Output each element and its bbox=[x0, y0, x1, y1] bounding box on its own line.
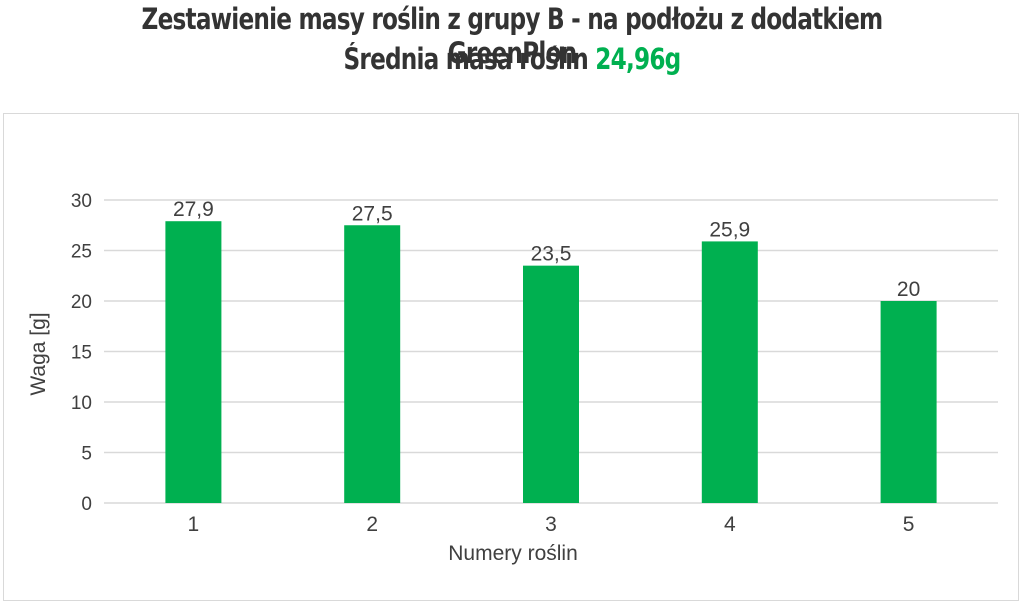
data-label: 23,5 bbox=[531, 243, 572, 266]
y-tick-label: 30 bbox=[71, 191, 92, 212]
bar-chart: 0 5 10 15 20 25 30 27,9 27,5 23,5 25,9 20 1 2 3 4 5 Nu… bbox=[27, 191, 998, 565]
y-tick-label: 5 bbox=[81, 444, 92, 465]
y-axis-ticks: 0 5 10 15 20 25 30 bbox=[71, 191, 92, 515]
bar bbox=[701, 241, 758, 503]
y-axis-label: Waga [g] bbox=[27, 312, 50, 395]
y-tick-label: 0 bbox=[81, 494, 92, 515]
x-tick-label: 1 bbox=[188, 513, 200, 536]
data-label: 25,9 bbox=[709, 218, 750, 241]
bars bbox=[165, 221, 937, 503]
y-tick-label: 25 bbox=[71, 242, 92, 263]
data-label: 27,5 bbox=[352, 202, 393, 225]
y-tick-label: 10 bbox=[71, 393, 92, 414]
data-label: 20 bbox=[897, 278, 920, 301]
average-mass-value: 24,96g bbox=[595, 42, 681, 76]
x-axis-label: Numery roślin bbox=[448, 542, 578, 565]
bar bbox=[165, 221, 222, 503]
chart-area: 0 5 10 15 20 25 30 27,9 27,5 23,5 25,9 20 1 2 3 4 5 Nu… bbox=[3, 113, 1019, 601]
data-labels: 27,9 27,5 23,5 25,9 20 bbox=[173, 198, 920, 301]
x-tick-label: 5 bbox=[903, 513, 915, 536]
y-tick-label: 20 bbox=[71, 292, 92, 313]
chart-subtitle: Średnia masa roślin 24,96g bbox=[102, 42, 921, 76]
x-tick-label: 3 bbox=[545, 513, 557, 536]
x-tick-label: 4 bbox=[724, 513, 736, 536]
y-tick-label: 15 bbox=[71, 343, 92, 364]
subtitle-prefix: Średnia masa roślin bbox=[343, 42, 589, 76]
x-tick-label: 2 bbox=[366, 513, 378, 536]
bar bbox=[880, 301, 937, 503]
bar bbox=[344, 225, 401, 503]
bar bbox=[523, 265, 579, 503]
x-axis-ticks: 1 2 3 4 5 bbox=[188, 513, 915, 536]
data-label: 27,9 bbox=[173, 198, 214, 221]
chart-title: Zestawienie masy roślin z grupy B - na p… bbox=[141, 2, 884, 70]
